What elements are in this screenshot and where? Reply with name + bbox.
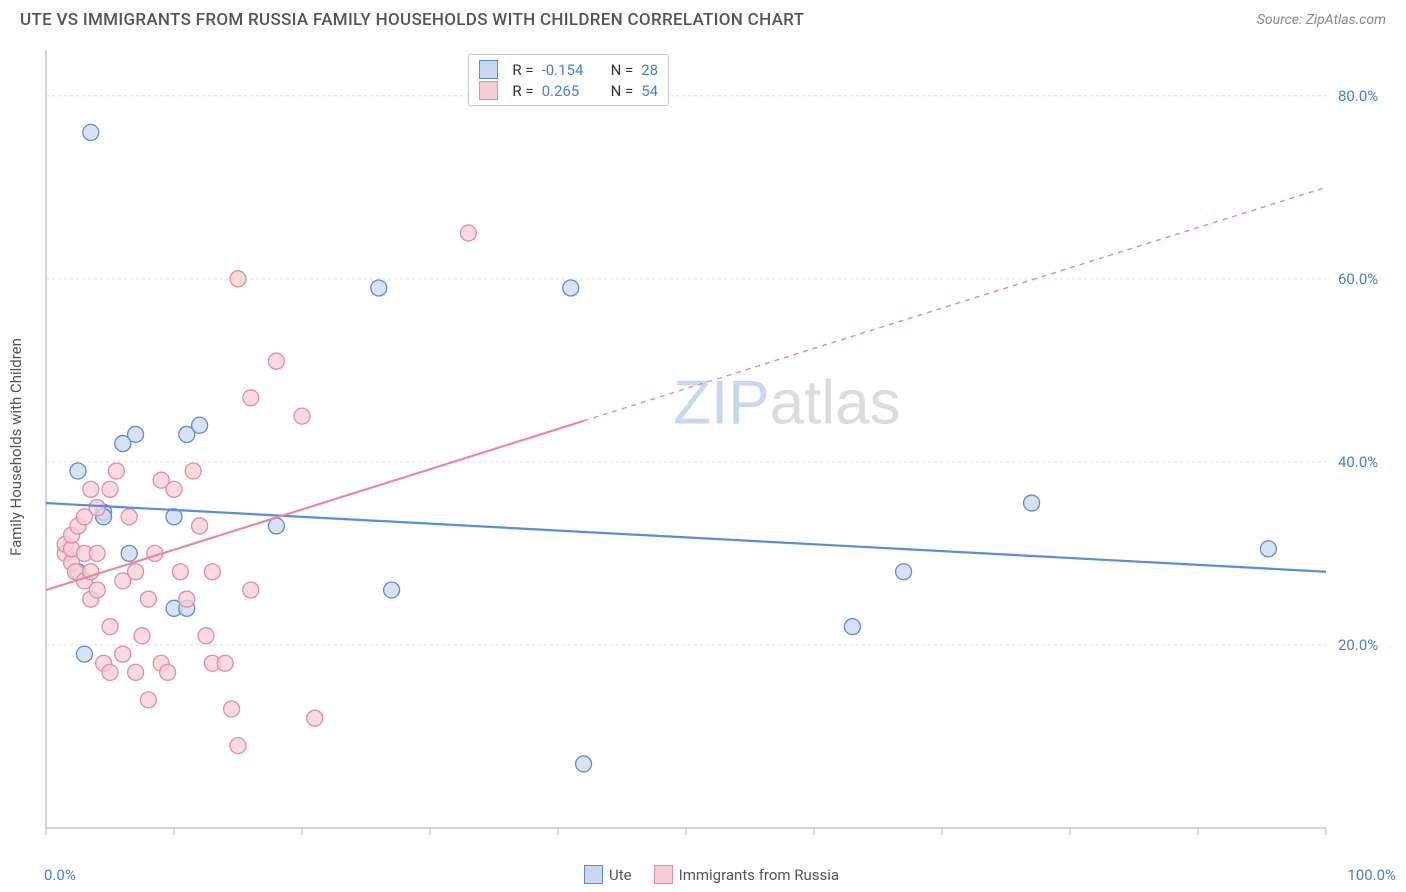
data-point (166, 481, 182, 497)
legend-r-value: 0.265 (542, 82, 597, 100)
scatter-plot: 20.0% 40.0% 60.0% 80.0% ZIPatlas (44, 48, 1396, 846)
data-point (89, 545, 105, 561)
data-point (1260, 541, 1276, 557)
y-tick-label: 40.0% (1338, 453, 1378, 471)
x-axis-bar: 0.0% Ute Immigrants from Russia 100.0% (44, 865, 1396, 884)
data-point (179, 591, 195, 607)
data-point (294, 408, 310, 424)
data-point (268, 353, 284, 369)
y-tick-label: 60.0% (1338, 270, 1378, 288)
data-point (140, 692, 156, 708)
data-point (89, 500, 105, 516)
legend-swatch (654, 865, 673, 884)
data-point (121, 509, 137, 525)
legend-n-label: N = (611, 82, 634, 100)
data-point (224, 701, 240, 717)
data-point (217, 655, 233, 671)
data-point (102, 619, 118, 635)
data-point (102, 481, 118, 497)
data-point (128, 426, 144, 442)
x-axis-max: 100.0% (1347, 866, 1396, 884)
data-point (204, 564, 220, 580)
trend-line-extrapolated (584, 187, 1326, 421)
legend-label: Immigrants from Russia (679, 866, 839, 884)
data-point (243, 582, 259, 598)
data-point (460, 225, 476, 241)
data-point (563, 280, 579, 296)
data-point (70, 463, 86, 479)
legend-r-value: -0.154 (542, 61, 597, 79)
data-point (230, 271, 246, 287)
legend-n-label: N = (611, 61, 634, 79)
x-axis-min: 0.0% (44, 866, 76, 884)
data-point (76, 646, 92, 662)
legend-item: Ute (584, 865, 632, 884)
trend-line (46, 503, 1326, 572)
legend-r-label: R = (512, 82, 533, 100)
data-point (371, 280, 387, 296)
data-point (307, 710, 323, 726)
data-point (121, 545, 137, 561)
data-point (185, 463, 201, 479)
legend-swatch (479, 81, 498, 100)
data-point (230, 738, 246, 754)
data-point (576, 756, 592, 772)
y-tick-label: 20.0% (1338, 636, 1378, 654)
data-point (83, 124, 99, 140)
y-tick-label: 80.0% (1338, 87, 1378, 105)
data-point (128, 564, 144, 580)
source-attribution: Source: ZipAtlas.com (1257, 12, 1386, 28)
data-point (192, 518, 208, 534)
data-point (192, 417, 208, 433)
data-point (128, 664, 144, 680)
chart-title: UTE VS IMMIGRANTS FROM RUSSIA FAMILY HOU… (20, 10, 804, 30)
legend-r-label: R = (512, 61, 533, 79)
legend-bottom: Ute Immigrants from Russia (584, 865, 839, 884)
data-point (172, 564, 188, 580)
data-point (134, 628, 150, 644)
data-point (140, 591, 156, 607)
legend-n-value: 28 (641, 61, 658, 79)
data-point (844, 619, 860, 635)
data-point (198, 628, 214, 644)
data-point (896, 564, 912, 580)
data-point (384, 582, 400, 598)
data-point (1024, 495, 1040, 511)
data-point (83, 481, 99, 497)
data-point (108, 463, 124, 479)
watermark: ZIPatlas (673, 368, 900, 437)
chart-area: Family Households with Children 20.0%40.… (44, 48, 1396, 846)
legend-label: Ute (609, 866, 632, 884)
legend-item: Immigrants from Russia (654, 865, 839, 884)
legend-stats: R = -0.154 N = 28 R = 0.265 N = 54 (468, 54, 669, 106)
data-point (102, 664, 118, 680)
data-point (89, 582, 105, 598)
legend-swatch (584, 865, 603, 884)
legend-n-value: 54 (641, 82, 658, 100)
data-point (160, 664, 176, 680)
legend-swatch (479, 60, 498, 79)
data-point (243, 390, 259, 406)
y-axis-label: Family Households with Children (7, 338, 25, 556)
data-point (115, 646, 131, 662)
